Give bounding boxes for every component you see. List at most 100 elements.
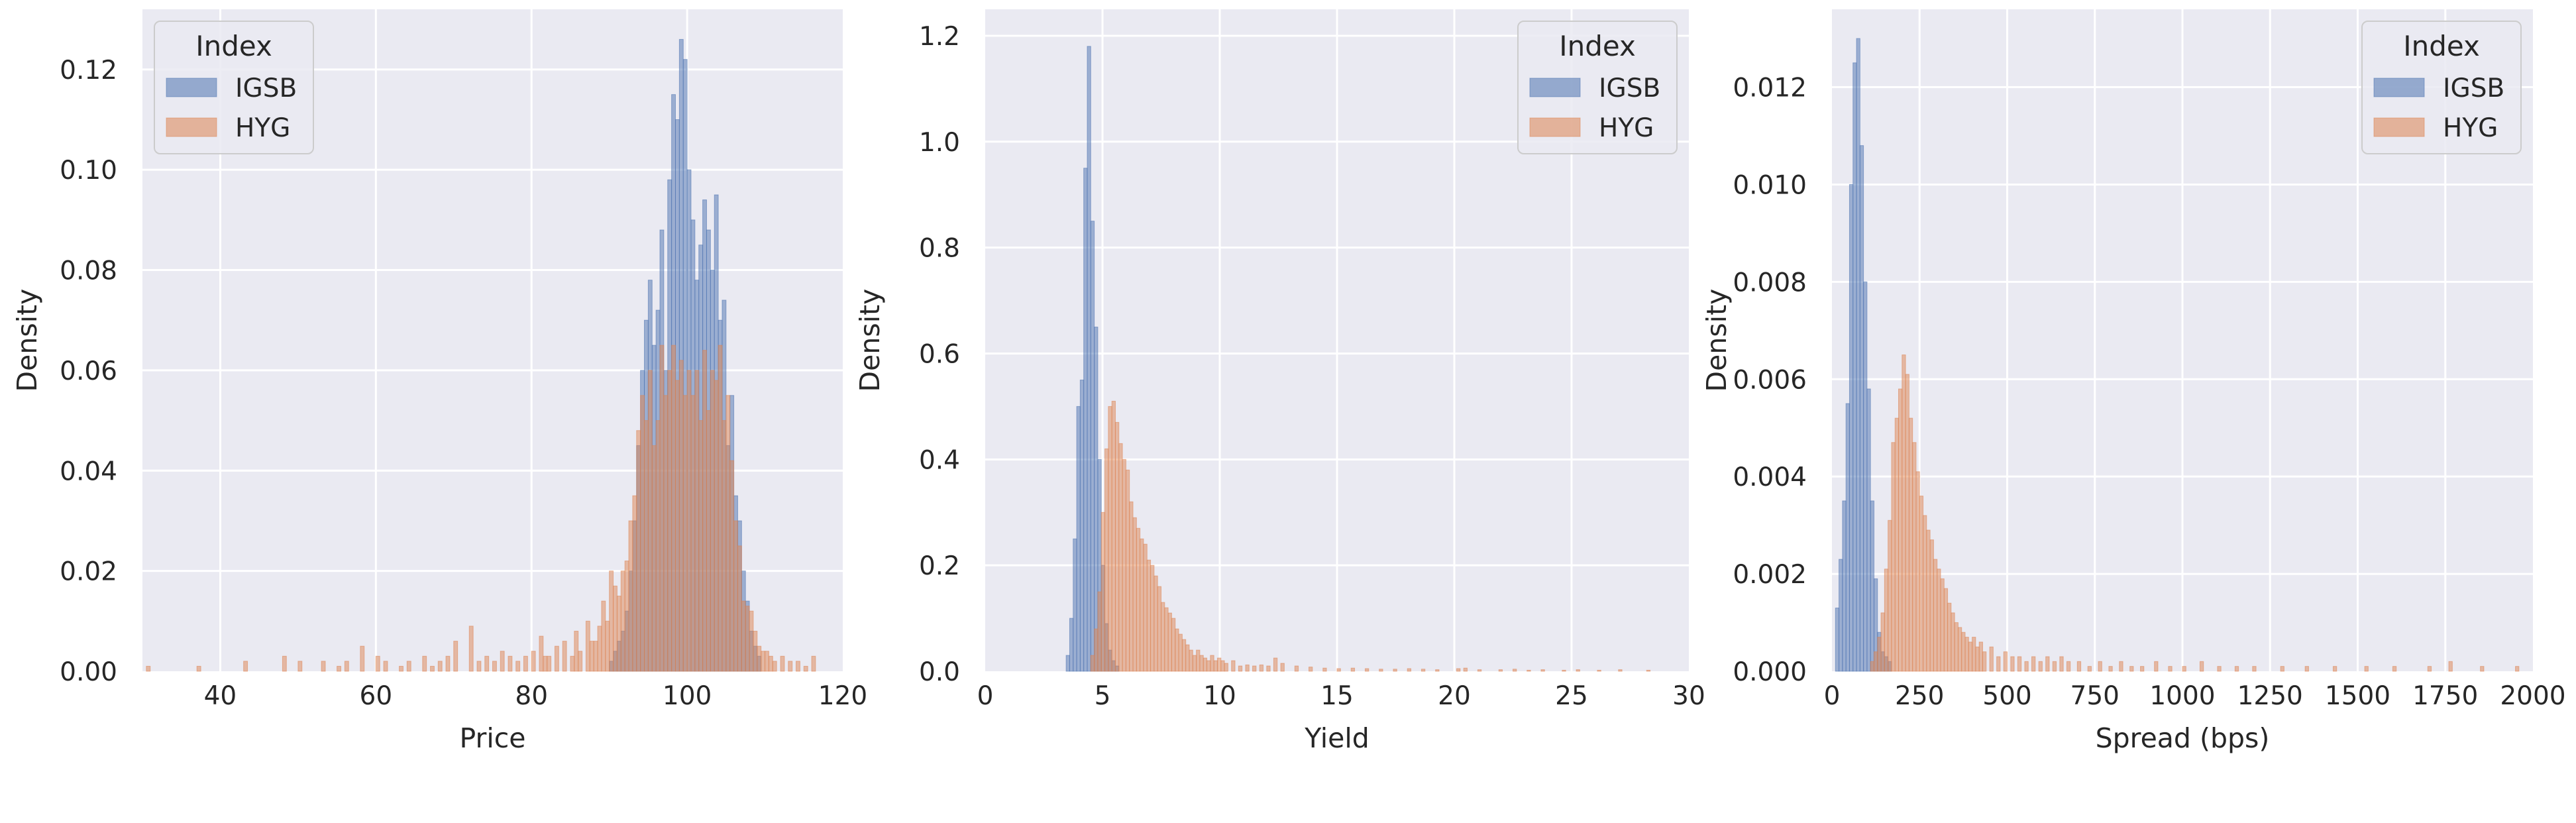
y-tick-label: 0.0	[919, 657, 960, 687]
y-tick-label: 1.2	[919, 22, 960, 52]
y-tick-label: 0.12	[60, 56, 117, 85]
y-axis-label: Density	[1701, 289, 1733, 392]
chart-panel-3: 0 250 500 750 1000 1250 1500 1750 2000 0.000 0.002…	[1701, 9, 2566, 754]
chart-panel-1: 40 60 80 100 120 0.00 0.02 0.04 0.06 0.08 0.10 0.12…	[11, 9, 867, 754]
histogram-bar-igsb	[1835, 608, 1840, 672]
histogram-bar-hyg	[399, 665, 403, 672]
histogram-bar-hyg	[632, 495, 637, 672]
histogram-bar-hyg	[1181, 639, 1187, 672]
series-hyg	[146, 345, 816, 672]
histogram-bar-hyg	[1364, 668, 1369, 672]
x-axis-label: Spread (bps)	[2096, 722, 2270, 754]
histogram-bar-hyg	[1199, 655, 1204, 672]
histogram-bar-igsb	[1839, 559, 1843, 672]
histogram-bar-hyg	[2140, 666, 2145, 672]
histogram-bar-hyg	[1154, 575, 1158, 672]
histogram-bar-hyg	[609, 571, 614, 672]
y-tick-label: 0.006	[1733, 365, 1807, 395]
histogram-bar-hyg	[2392, 666, 2397, 672]
legend-entry-igsb: IGSB	[235, 74, 297, 103]
histogram-bar-hyg	[492, 661, 497, 672]
histogram-bar-igsb	[1866, 388, 1871, 672]
histogram-bar-hyg	[2031, 656, 2036, 672]
x-tick-label: 1750	[2412, 681, 2478, 711]
histogram-bar-igsb	[1087, 46, 1091, 672]
histogram-bar-hyg	[757, 645, 762, 672]
histogram-bar-hyg	[508, 655, 513, 672]
histogram-bar-igsb	[1076, 406, 1081, 672]
histogram-bar-hyg	[1322, 667, 1327, 672]
legend-swatch-hyg	[2373, 117, 2425, 137]
histogram-bar-hyg	[1947, 602, 1952, 672]
histogram-bar-hyg	[1161, 602, 1165, 672]
histogram-bar-hyg	[344, 661, 349, 672]
legend-entry-igsb: IGSB	[1599, 74, 1660, 103]
histogram-bar-hyg	[811, 655, 816, 672]
histogram-bar-hyg	[1129, 501, 1134, 672]
histogram-bar-hyg	[745, 606, 750, 672]
x-tick-label: 10	[1203, 681, 1236, 711]
y-tick-label: 0.002	[1733, 560, 1807, 590]
histogram-bar-hyg	[761, 651, 766, 672]
histogram-bar-hyg	[718, 345, 723, 672]
histogram-bar-hyg	[2059, 656, 2064, 672]
histogram-bar-hyg	[531, 651, 536, 672]
histogram-bar-hyg	[1146, 559, 1152, 672]
histogram-bar-hyg	[1192, 655, 1197, 672]
x-tick-label: 1500	[2325, 681, 2390, 711]
histogram-bar-hyg	[663, 395, 669, 672]
histogram-bar-hyg	[1562, 669, 1566, 672]
y-axis-label: Density	[854, 289, 886, 392]
histogram-bar-hyg	[1891, 442, 1896, 672]
histogram-bar-igsb	[1083, 168, 1088, 672]
histogram-bar-hyg	[1273, 657, 1278, 672]
histogram-bar-hyg	[2364, 666, 2369, 672]
y-tick-label: 0.6	[919, 339, 960, 369]
histogram-bar-hyg	[1463, 667, 1468, 672]
histogram-bar-igsb	[1090, 221, 1095, 672]
histogram-bar-hyg	[1350, 667, 1356, 672]
legend-swatch-igsb	[1529, 78, 1581, 97]
histogram-bar-hyg	[1940, 578, 1945, 672]
x-tick-label: 60	[360, 681, 393, 711]
histogram-bar-hyg	[2252, 666, 2257, 672]
histogram-bar-hyg	[297, 661, 303, 672]
histogram-bar-hyg	[601, 600, 606, 672]
histogram-bar-hyg	[2017, 656, 2022, 672]
histogram-bar-hyg	[1957, 627, 1962, 672]
histogram-bar-hyg	[1393, 669, 1397, 672]
histogram-bar-hyg	[1908, 417, 1913, 672]
x-tick-label: 20	[1438, 681, 1471, 711]
histogram-bar-hyg	[554, 645, 559, 672]
histogram-bar-hyg	[1954, 622, 1959, 672]
histogram-bar-hyg	[500, 651, 505, 672]
histogram-bar-hyg	[1118, 443, 1123, 672]
histogram-bar-hyg	[196, 665, 201, 672]
histogram-bar-hyg	[741, 600, 746, 672]
histogram-bar-hyg	[547, 655, 552, 672]
histogram-bar-hyg	[765, 651, 769, 672]
y-tick-label: 0.04	[60, 457, 117, 486]
histogram-bar-hyg	[422, 655, 427, 672]
histogram-bar-igsb	[1065, 655, 1070, 672]
histogram-bar-hyg	[1245, 664, 1250, 672]
histogram-bar-igsb	[1852, 62, 1857, 672]
histogram-bar-hyg	[1975, 646, 1980, 672]
histogram-bar-hyg	[383, 661, 388, 672]
histogram-bar-hyg	[636, 430, 641, 672]
histogram-bar-hyg	[1873, 651, 1878, 672]
histogram-bar-hyg	[647, 370, 653, 672]
histogram-bar-hyg	[2098, 661, 2102, 672]
legend-title: Index	[1559, 30, 1636, 62]
histogram-bar-hyg	[2066, 661, 2071, 672]
histogram-bar-hyg	[620, 571, 625, 672]
histogram-bar-hyg	[321, 661, 326, 672]
histogram-bar-hyg	[1280, 663, 1285, 672]
histogram-bar-hyg	[1576, 669, 1580, 672]
x-tick-label: 0	[1824, 681, 1841, 711]
y-tick-label: 0.012	[1733, 74, 1807, 103]
histogram-bar-hyg	[1884, 569, 1889, 672]
histogram-bar-hyg	[1877, 637, 1882, 672]
histogram-bar-hyg	[1203, 657, 1208, 672]
y-tick-label: 0.08	[60, 256, 117, 286]
